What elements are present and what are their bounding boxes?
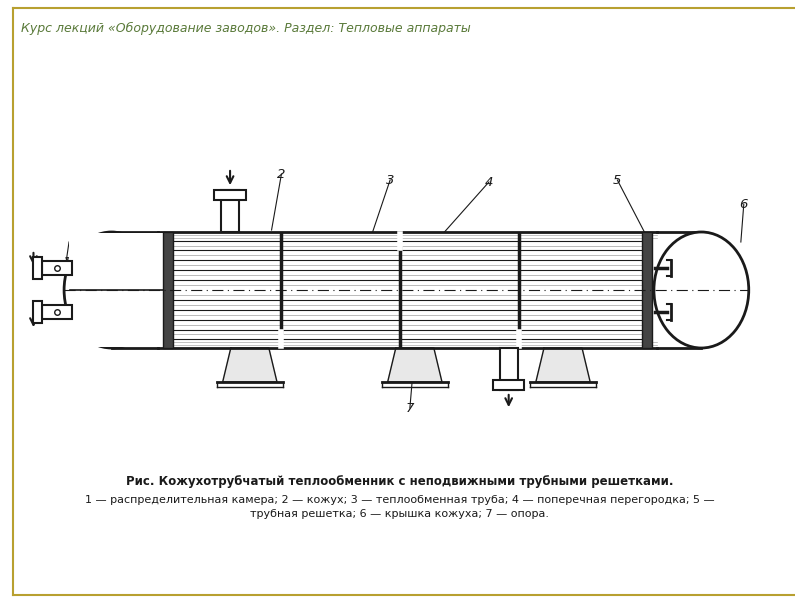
Ellipse shape	[654, 232, 749, 348]
Text: Рис. Кожухотрубчатый теплообменник с неподвижными трубными решетками.: Рис. Кожухотрубчатый теплообменник с неп…	[126, 475, 674, 488]
Text: 6: 6	[740, 197, 748, 211]
Text: 1: 1	[62, 256, 70, 269]
Bar	[163, 232, 173, 348]
Bar	[42, 305, 72, 319]
Text: 1 — распределительная камера; 2 — кожух; 3 — теплообменная труба; 4 — поперечная: 1 — распределительная камера; 2 — кожух;…	[85, 495, 715, 505]
Polygon shape	[388, 348, 442, 382]
Bar	[34, 257, 42, 279]
Text: 3: 3	[386, 173, 394, 187]
Ellipse shape	[64, 232, 159, 348]
Bar	[642, 232, 652, 348]
Text: 7: 7	[406, 401, 414, 415]
Polygon shape	[222, 348, 277, 382]
Bar	[214, 190, 246, 200]
Text: 5: 5	[613, 173, 622, 187]
Bar	[493, 380, 525, 390]
Bar	[173, 233, 642, 347]
Text: Курс лекций «Оборудование заводов». Раздел: Тепловые аппараты: Курс лекций «Оборудование заводов». Разд…	[21, 22, 470, 35]
Text: 4: 4	[485, 175, 493, 188]
Bar	[500, 348, 518, 390]
Polygon shape	[536, 348, 590, 382]
Bar	[221, 190, 239, 232]
Bar	[42, 261, 72, 275]
Bar	[69, 233, 163, 347]
Text: трубная решетка; 6 — крышка кожуха; 7 — опора.: трубная решетка; 6 — крышка кожуха; 7 — …	[250, 509, 550, 519]
Text: 2: 2	[278, 167, 286, 181]
Bar	[34, 301, 42, 323]
